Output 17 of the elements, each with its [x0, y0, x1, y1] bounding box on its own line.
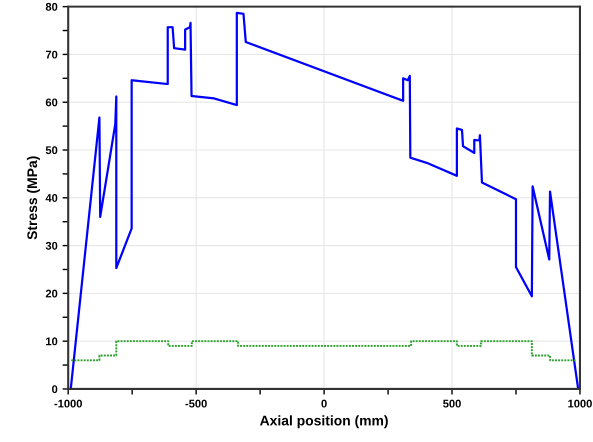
- y-tick-label: 10: [46, 337, 58, 346]
- x-tick-label: 0: [321, 400, 327, 408]
- y-tick-label: 80: [46, 2, 58, 11]
- y-tick-label: 30: [46, 242, 58, 250]
- line-series: [70, 12, 580, 389]
- x-tick-label: 1000: [568, 400, 592, 408]
- x-tick-label: -500: [185, 400, 207, 408]
- y-tick-label: 50: [46, 146, 58, 154]
- y-tick-label: 70: [46, 50, 58, 59]
- y-axis-title: Stress (MPa): [26, 156, 40, 240]
- y-tick-label: 40: [46, 194, 58, 202]
- x-axis-title: Axial position (mm): [260, 415, 388, 428]
- x-tick-label: -1000: [54, 400, 82, 408]
- x-tick-label: 500: [443, 400, 461, 408]
- y-tick-label: 0: [52, 385, 58, 394]
- y-tick-label: 20: [46, 290, 58, 298]
- y-tick-label: 60: [46, 98, 58, 106]
